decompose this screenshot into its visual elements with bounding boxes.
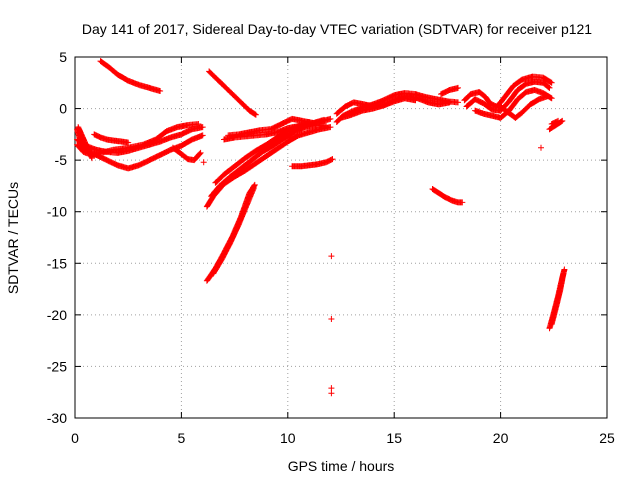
data-points-marker xyxy=(169,144,204,164)
data-track xyxy=(328,253,335,260)
x-tick-label: 15 xyxy=(386,430,402,446)
x-tick-label: 10 xyxy=(280,430,296,446)
data-points-marker xyxy=(438,84,461,98)
y-tick-label: 5 xyxy=(59,49,67,65)
x-tick-label: 5 xyxy=(178,430,186,446)
data-points-marker xyxy=(538,144,544,151)
data-track xyxy=(548,270,567,328)
y-tick-label: -30 xyxy=(47,410,67,426)
y-axis-label: SDTVAR / TECUs xyxy=(5,182,21,294)
data-points-marker xyxy=(328,390,335,397)
data-track xyxy=(210,185,257,277)
data-points-marker xyxy=(328,316,335,322)
data-track xyxy=(328,390,335,397)
data-points-marker xyxy=(206,68,259,118)
axis-ticks: 0 5 10 15 20 25 -30 -25 -20 -15 -10 -5 0 5 xyxy=(47,49,615,446)
data-points xyxy=(74,58,568,397)
data-track xyxy=(472,87,555,121)
data-track xyxy=(328,316,335,322)
data-points-marker xyxy=(338,95,419,121)
data-points-marker xyxy=(225,115,327,139)
x-axis-label: GPS time / hours xyxy=(288,458,395,474)
data-points-marker xyxy=(548,117,562,127)
data-points-marker xyxy=(210,185,257,277)
data-points-marker xyxy=(328,253,335,260)
y-tick-label: 0 xyxy=(59,101,67,117)
data-track xyxy=(289,156,336,170)
data-track xyxy=(463,78,553,114)
y-tick-label: -5 xyxy=(55,152,68,168)
data-track xyxy=(169,144,204,164)
data-track xyxy=(97,58,164,94)
plot-frame xyxy=(74,56,608,419)
y-tick-label: -20 xyxy=(47,307,67,323)
data-track xyxy=(429,186,466,206)
chart-title: Day 141 of 2017, Sidereal Day-to-day VTE… xyxy=(82,21,592,37)
data-track xyxy=(548,117,562,127)
data-track xyxy=(538,144,544,151)
data-track xyxy=(75,124,95,162)
data-track xyxy=(328,385,335,392)
data-track xyxy=(438,84,461,98)
x-tick-label: 0 xyxy=(71,430,79,446)
data-points-marker xyxy=(91,131,132,146)
data-track xyxy=(497,93,551,121)
x-tick-label: 20 xyxy=(493,430,509,446)
data-track xyxy=(206,68,259,118)
x-tick-label: 25 xyxy=(599,430,615,446)
data-points-marker xyxy=(497,93,551,121)
data-points-marker xyxy=(548,270,567,328)
data-points-marker xyxy=(200,159,207,166)
data-track xyxy=(461,73,555,110)
data-points-marker xyxy=(328,385,335,392)
data-track xyxy=(91,131,132,146)
data-track xyxy=(200,159,207,166)
data-points-marker xyxy=(472,87,555,121)
data-track xyxy=(338,95,419,121)
data-track xyxy=(225,115,327,139)
data-points-marker xyxy=(429,186,466,206)
data-points-marker xyxy=(461,73,555,110)
data-points-marker xyxy=(463,78,553,114)
y-tick-label: -25 xyxy=(47,358,67,374)
y-tick-label: -10 xyxy=(47,204,67,220)
y-tick-label: -15 xyxy=(47,255,67,271)
data-points-marker xyxy=(75,124,95,162)
data-points-marker xyxy=(97,58,164,94)
data-points-marker xyxy=(289,156,336,170)
